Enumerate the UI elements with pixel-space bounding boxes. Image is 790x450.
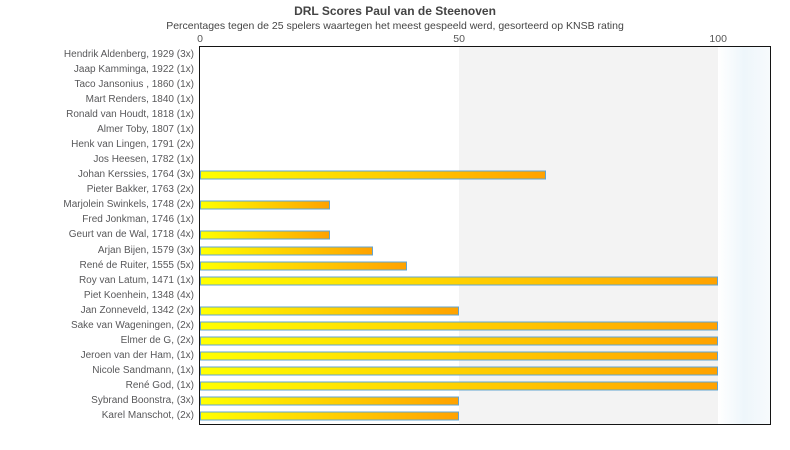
chart-row: [200, 213, 770, 228]
chart-row: [200, 168, 770, 183]
player-label: Johan Kerssies, 1764 (3x): [77, 169, 194, 181]
chart-row: [200, 318, 770, 333]
chart-row: [200, 409, 770, 424]
chart-row: [200, 333, 770, 348]
chart-row: [200, 364, 770, 379]
score-bar: [200, 336, 719, 346]
chart-row: [200, 288, 770, 303]
player-label: Pieter Bakker, 1763 (2x): [86, 184, 194, 196]
player-label: Sake van Wageningen, (2x): [70, 319, 194, 331]
chart-row: [200, 77, 770, 92]
player-label: Fred Jonkman, 1746 (1x): [82, 214, 194, 226]
score-bar: [200, 200, 330, 210]
x-tick-label: 100: [709, 33, 727, 45]
band-50-100: [459, 47, 719, 424]
y-axis-labels: Hendrik Aldenberg, 1929 (3x) Jaap Kamming…: [0, 47, 194, 424]
score-bar: [200, 170, 546, 180]
score-bar: [200, 261, 408, 271]
score-bar: [200, 321, 719, 331]
chart-row: [200, 47, 770, 62]
chart-row: [200, 183, 770, 198]
player-label: Nicole Sandmann, (1x): [92, 365, 194, 377]
score-bar: [200, 276, 719, 286]
chart-row: [200, 349, 770, 364]
score-bar: [200, 381, 719, 391]
x-tick-label: 0: [197, 33, 203, 45]
chart-row: [200, 379, 770, 394]
player-label: Piet Koenhein, 1348 (4x): [83, 289, 194, 301]
player-label: René de Ruiter, 1555 (5x): [79, 259, 194, 271]
player-label: René God, (1x): [125, 380, 194, 392]
band-over-100: [718, 47, 770, 424]
player-label: Marjolein Swinkels, 1748 (2x): [63, 199, 194, 211]
chart-row: [200, 243, 770, 258]
chart-row: [200, 153, 770, 168]
player-label: Taco Jansonius , 1860 (1x): [74, 78, 194, 90]
chart-row: [200, 303, 770, 318]
player-label: Elmer de G, (2x): [120, 335, 194, 347]
chart-row: [200, 258, 770, 273]
score-bar: [200, 230, 330, 240]
player-label: Roy van Latum, 1471 (1x): [78, 274, 194, 286]
player-label: Geurt van de Wal, 1718 (4x): [68, 229, 194, 241]
player-label: Ronald van Houdt, 1818 (1x): [66, 108, 194, 120]
chart-subtitle: Percentages tegen de 25 spelers waartege…: [166, 20, 624, 32]
player-label: Hendrik Aldenberg, 1929 (3x): [63, 48, 194, 60]
chart-row: [200, 228, 770, 243]
player-label: Sybrand Boonstra, (3x): [91, 395, 194, 407]
player-label: Almer Toby, 1807 (1x): [97, 123, 194, 135]
player-label: Mart Renders, 1840 (1x): [85, 93, 194, 105]
bar-rows: [200, 47, 770, 424]
player-label: Henk van Lingen, 1791 (2x): [71, 139, 194, 150]
chart-title: DRL Scores Paul van de Steenoven: [294, 4, 496, 18]
player-label: Arjan Bijen, 1579 (3x): [97, 244, 194, 256]
score-bar: [200, 366, 719, 376]
background-bands: [200, 47, 770, 424]
chart-row: [200, 92, 770, 107]
player-label: Jos Heesen, 1782 (1x): [93, 154, 194, 166]
player-label: Jan Zonneveld, 1342 (2x): [80, 304, 194, 316]
score-bar: [200, 246, 373, 256]
x-tick-label: 50: [453, 33, 465, 45]
player-label: Jaap Kamminga, 1922 (1x): [73, 63, 194, 75]
player-label: Jeroen van der Ham, (1x): [80, 350, 194, 362]
score-bar: [200, 396, 460, 406]
chart-row: [200, 107, 770, 122]
score-bar: [200, 306, 460, 316]
player-label: Karel Manschot, (2x): [101, 410, 194, 422]
score-bar: [200, 411, 460, 421]
chart-row: [200, 273, 770, 288]
chart-row: [200, 122, 770, 137]
score-bar: [200, 351, 719, 361]
chart-row: [200, 198, 770, 213]
chart-row: [200, 137, 770, 152]
chart-row: [200, 62, 770, 77]
x-axis-ticks: 0 50 100: [197, 33, 770, 46]
plot-area: [199, 46, 771, 425]
chart-row: [200, 394, 770, 409]
